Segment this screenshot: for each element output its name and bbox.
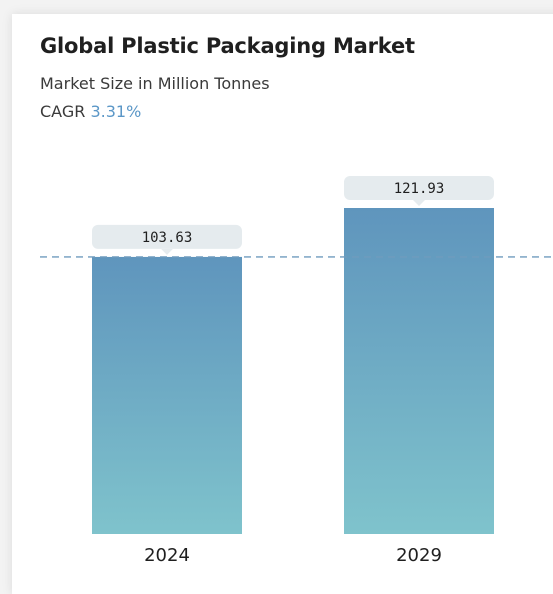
value-label-box-2029 [344,176,494,200]
value-label-2024: 103.63 [142,230,193,246]
value-label-box-2024 [92,224,242,249]
value-label-pointer-2029 [413,200,425,206]
x-tick-label-2024: 2024 [144,545,190,566]
value-label-pointer-2024 [161,248,173,255]
chart-title: Global Plastic Packaging Market [40,34,415,58]
cagr-line: CAGR 3.31% [40,102,141,121]
cagr-value: 3.31% [90,102,142,121]
bar-chart: 103.63 2024 121.93 2029 [40,176,553,566]
bar-2029 [344,208,494,534]
cagr-label: CAGR [40,102,86,121]
chart-subtitle: Market Size in Million Tonnes [40,74,270,93]
x-tick-label-2029: 2029 [396,545,442,566]
bar-2024 [92,256,242,534]
value-label-2029: 121.93 [394,181,445,197]
